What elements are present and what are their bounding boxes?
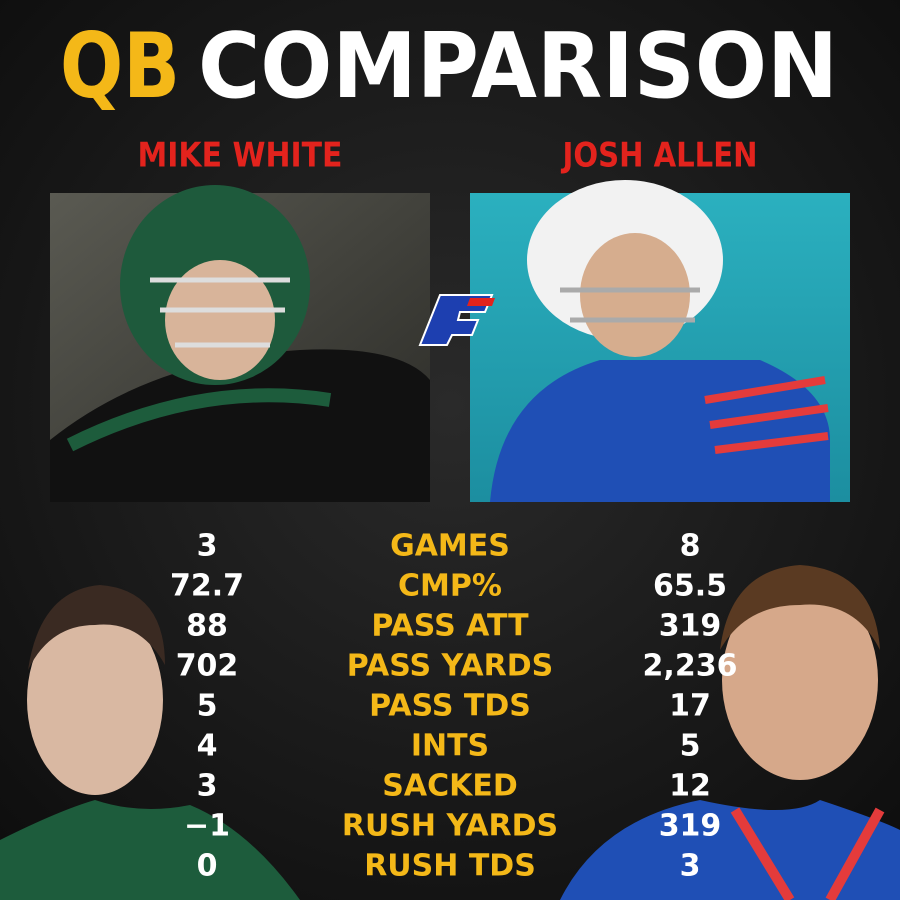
photo-right xyxy=(470,180,850,502)
photo-left xyxy=(50,185,430,502)
stat-left: 72.7 xyxy=(170,569,244,604)
stat-right: 2,236 xyxy=(643,649,738,684)
stat-label: PASS TDS xyxy=(369,689,531,724)
stat-label: RUSH YARDS xyxy=(342,809,558,844)
stat-right: 3 xyxy=(680,849,701,884)
stat-right: 319 xyxy=(659,809,722,844)
stat-right: 12 xyxy=(669,769,711,804)
stat-label: GAMES xyxy=(390,529,510,564)
stat-left: 3 xyxy=(197,529,218,564)
stat-right: 17 xyxy=(669,689,711,724)
headshot-right xyxy=(560,565,900,900)
title-comparison: COMPARISON xyxy=(198,14,838,119)
stat-right: 319 xyxy=(659,609,722,644)
player-name: MIKE WHITE xyxy=(138,136,343,176)
stat-left: 4 xyxy=(197,729,218,764)
logo xyxy=(418,294,495,346)
stat-left: 0 xyxy=(197,849,218,884)
stat-left: 702 xyxy=(176,649,239,684)
stat-label: PASS YARDS xyxy=(347,649,553,684)
stat-left: 88 xyxy=(186,609,228,644)
stat-right: 5 xyxy=(680,729,701,764)
stat-right: 65.5 xyxy=(653,569,727,604)
stat-label: SACKED xyxy=(382,769,517,804)
stat-label: RUSH TDS xyxy=(364,849,536,884)
headshot-left xyxy=(0,585,300,900)
stats-table: 3 GAMES 8 72.7 CMP% 65.5 88 PASS ATT 319 702 PASS … xyxy=(170,529,737,884)
stat-label: PASS ATT xyxy=(371,609,529,644)
stat-left: 5 xyxy=(197,689,218,724)
stat-left: 3 xyxy=(197,769,218,804)
title-qb: QB xyxy=(60,14,180,119)
stat-label: INTS xyxy=(411,729,489,764)
player-name: JOSH ALLEN xyxy=(561,136,758,176)
stat-right: 8 xyxy=(680,529,701,564)
stat-label: CMP% xyxy=(398,569,502,604)
stat-left: −1 xyxy=(184,809,230,844)
